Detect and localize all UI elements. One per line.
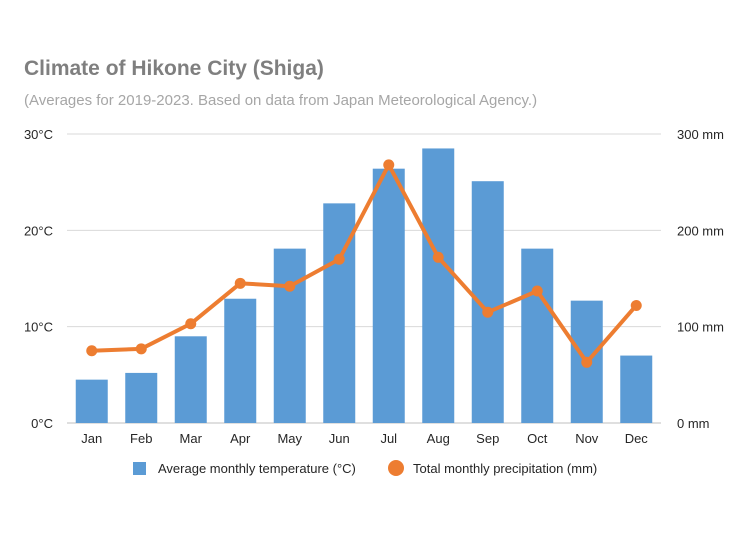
- y-left-tick-label: 30°C: [24, 127, 53, 142]
- temperature-bar: [372, 168, 405, 423]
- precipitation-point: [135, 343, 147, 355]
- y-right-tick-label: 300 mm: [677, 127, 724, 142]
- x-tick-label: Jun: [329, 431, 350, 446]
- precipitation-point: [531, 285, 543, 297]
- precipitation-line: [86, 159, 642, 368]
- temperature-bar: [174, 336, 207, 423]
- y-left-tick-label: 0°C: [31, 416, 53, 431]
- x-tick-label: Feb: [130, 431, 152, 446]
- temperature-bar: [224, 298, 257, 423]
- precipitation-point: [630, 299, 642, 311]
- x-tick-label: May: [277, 431, 302, 446]
- legend: Average monthly temperature (°C) Total mo…: [133, 460, 597, 476]
- temperature-bar: [422, 148, 455, 423]
- precipitation-point: [86, 345, 98, 357]
- x-tick-label: Apr: [230, 431, 251, 446]
- y-right-tick-label: 200 mm: [677, 223, 724, 238]
- x-tick-label: Sep: [476, 431, 499, 446]
- precipitation-point: [482, 306, 494, 318]
- legend-label-precipitation: Total monthly precipitation (mm): [413, 461, 597, 476]
- precipitation-point: [234, 277, 246, 289]
- precipitation-point: [185, 318, 197, 330]
- precipitation-series-line: [89, 162, 639, 365]
- axis-ticks: 0°C 10°C 20°C 30°C 0 mm 100 mm 200 mm 300 mm Jan…: [24, 127, 724, 446]
- temperature-bar: [75, 379, 108, 423]
- x-tick-label: Nov: [575, 431, 599, 446]
- y-right-tick-label: 0 mm: [677, 416, 710, 431]
- chart-subtitle: (Averages for 2019-2023. Based on data f…: [24, 92, 538, 109]
- x-tick-label: Aug: [427, 431, 450, 446]
- temperature-bar: [273, 248, 306, 423]
- precipitation-point: [432, 251, 444, 263]
- y-right-tick-label: 100 mm: [677, 320, 724, 335]
- temperature-bar: [521, 248, 554, 423]
- x-tick-label: Mar: [180, 431, 203, 446]
- temperature-bar: [620, 355, 653, 423]
- x-tick-label: Dec: [625, 431, 649, 446]
- precipitation-point: [581, 356, 593, 368]
- y-left-tick-label: 20°C: [24, 223, 53, 238]
- temperature-bar: [125, 372, 158, 423]
- y-left-tick-label: 10°C: [24, 320, 53, 335]
- chart-title: Climate of Hikone City (Shiga): [24, 57, 324, 80]
- legend-label-temperature: Average monthly temperature (°C): [158, 461, 356, 476]
- x-tick-label: Oct: [527, 431, 548, 446]
- legend-swatch-temperature: [133, 462, 146, 475]
- legend-marker-precipitation: [388, 460, 404, 476]
- temperature-bars: [75, 148, 653, 423]
- precipitation-point: [284, 280, 296, 292]
- x-tick-label: Jan: [81, 431, 102, 446]
- precipitation-point: [333, 253, 345, 265]
- precipitation-point: [383, 159, 395, 171]
- x-tick-label: Jul: [380, 431, 397, 446]
